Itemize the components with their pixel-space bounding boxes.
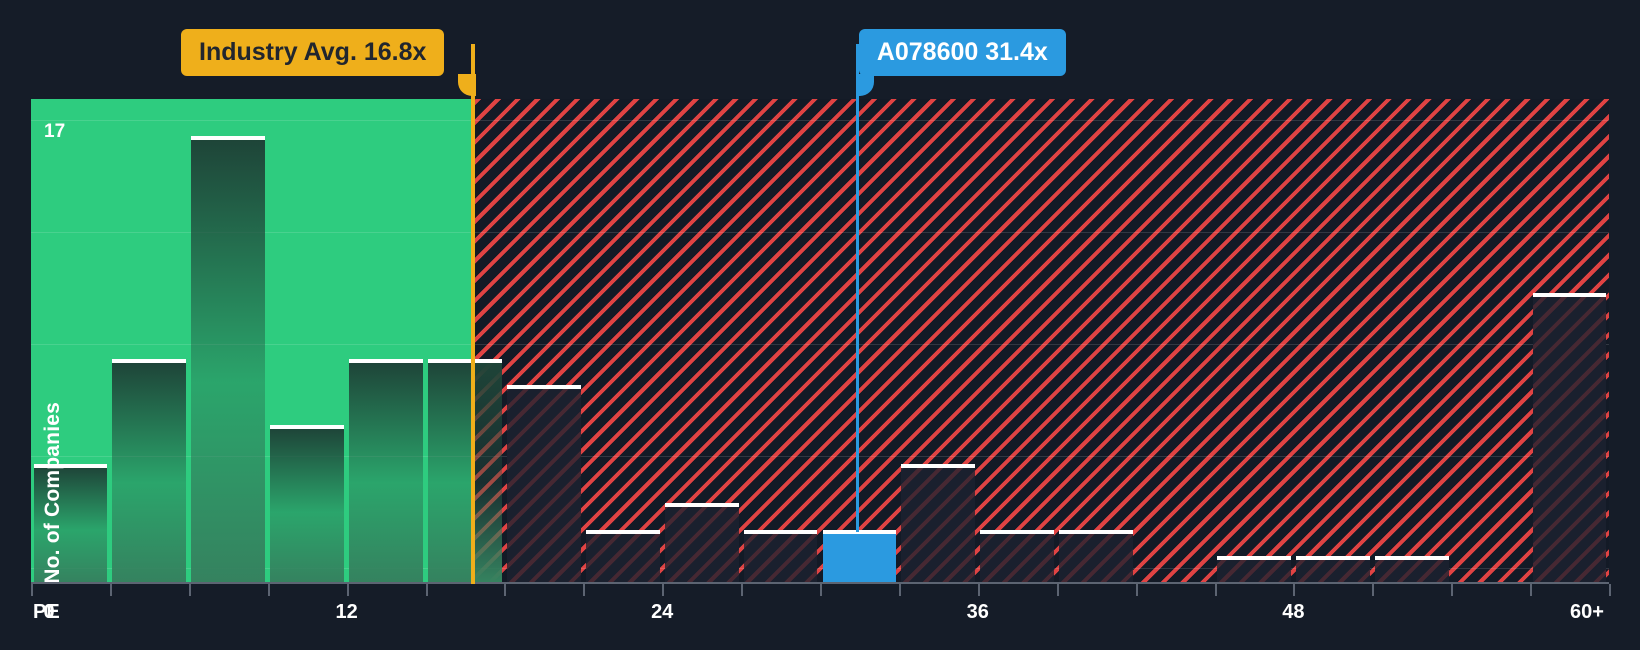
bar-fill — [191, 138, 266, 582]
bar-fill — [822, 532, 897, 582]
histogram-bar[interactable] — [1217, 555, 1291, 582]
bar-cap — [428, 358, 502, 363]
x-axis-tick-label: 48 — [1282, 601, 1305, 623]
company-pe-callout-notch — [855, 74, 874, 96]
x-axis-tick — [1214, 584, 1217, 596]
bar-cap — [1217, 555, 1291, 560]
x-axis-tick — [1372, 584, 1375, 596]
x-axis-tick — [109, 584, 112, 596]
bar-fill — [585, 532, 660, 582]
bar-fill — [743, 532, 818, 582]
x-axis-tick-label: 24 — [651, 601, 674, 623]
industry-average-callout[interactable]: Industry Avg. 16.8x — [181, 29, 445, 77]
histogram-bar[interactable] — [428, 358, 502, 582]
bar-cap — [1295, 555, 1370, 560]
bar-cap — [822, 529, 897, 534]
x-axis-tick — [188, 584, 191, 596]
histogram-bar[interactable] — [112, 358, 187, 582]
x-axis-tick-label: 36 — [966, 601, 989, 623]
histogram-bar[interactable] — [270, 424, 345, 582]
bar-cap — [585, 529, 660, 534]
bar-cap — [664, 503, 739, 508]
x-axis-tick-label: 60+ — [1570, 601, 1604, 623]
bar-cap — [112, 358, 187, 363]
histogram-bar[interactable] — [585, 529, 660, 582]
x-axis-tick — [504, 584, 507, 596]
x-axis-tick — [425, 584, 428, 596]
bar-cap — [506, 385, 581, 390]
histogram-bar[interactable] — [822, 529, 897, 582]
plot-area — [31, 99, 1609, 582]
histogram-bar[interactable] — [506, 385, 581, 582]
x-axis-tick — [31, 584, 33, 596]
company-pe-marker-line — [855, 44, 859, 532]
x-axis-tick — [898, 584, 901, 596]
histogram-bar[interactable] — [901, 463, 976, 582]
bar-cap — [349, 358, 423, 363]
x-axis-tick — [583, 584, 586, 596]
x-axis-tick — [977, 584, 980, 596]
x-axis-tick — [1293, 584, 1296, 596]
histogram-bar[interactable] — [980, 529, 1055, 582]
bar-fill — [112, 361, 187, 582]
histogram-bar[interactable] — [664, 503, 739, 582]
x-axis-tick — [1609, 584, 1611, 596]
x-axis-tick — [346, 584, 349, 596]
x-axis-tick-label: 0 — [43, 601, 55, 623]
industry-average-marker-line — [470, 44, 475, 584]
bar-fill — [349, 361, 423, 582]
bar-cap — [1532, 293, 1607, 298]
x-axis-tick — [1056, 584, 1059, 596]
overvalued-band — [472, 99, 1609, 582]
x-axis-tick — [1530, 584, 1533, 596]
histogram-bar[interactable] — [191, 135, 266, 582]
bar-cap — [191, 135, 266, 140]
bar-fill — [1374, 558, 1449, 582]
bar-cap — [270, 424, 345, 429]
histogram-bar[interactable] — [349, 358, 423, 582]
bar-cap — [33, 463, 108, 468]
x-axis-tick — [1135, 584, 1138, 596]
bar-fill — [901, 466, 976, 582]
histogram-bar[interactable] — [1374, 555, 1449, 582]
histogram-bar[interactable] — [1295, 555, 1370, 582]
bar-fill — [270, 427, 345, 582]
bar-cap — [743, 529, 818, 534]
bar-fill — [1532, 296, 1607, 582]
bar-cap — [1059, 529, 1134, 534]
x-axis-line — [31, 582, 1609, 584]
max-value-label: 17 — [44, 121, 66, 142]
bar-cap — [980, 529, 1055, 534]
bar-fill — [1295, 558, 1370, 582]
histogram-bar[interactable] — [1059, 529, 1134, 582]
x-axis-prefix-label: PE — [33, 601, 60, 623]
bar-cap — [901, 463, 976, 468]
company-pe-callout[interactable]: A078600 31.4x — [858, 29, 1066, 77]
bar-cap — [1374, 555, 1449, 560]
x-axis-tick-label: 12 — [335, 601, 358, 623]
bar-fill — [980, 532, 1055, 582]
x-axis-tick — [741, 584, 744, 596]
histogram-bar[interactable] — [743, 529, 818, 582]
industry-average-callout-notch — [457, 74, 476, 96]
histogram-bar[interactable] — [1532, 293, 1607, 582]
bar-fill — [506, 388, 581, 582]
bar-fill — [1059, 532, 1134, 582]
x-axis-tick — [820, 584, 822, 596]
histogram-bar[interactable] — [33, 463, 108, 582]
bar-fill — [1217, 558, 1291, 582]
y-axis-title: No. of Companies — [41, 402, 64, 584]
x-axis-tick — [267, 584, 270, 596]
bar-fill — [428, 361, 502, 582]
x-axis-tick — [1451, 584, 1454, 596]
bar-fill — [33, 466, 108, 582]
x-axis-tick — [662, 584, 665, 596]
bar-fill — [664, 506, 739, 582]
